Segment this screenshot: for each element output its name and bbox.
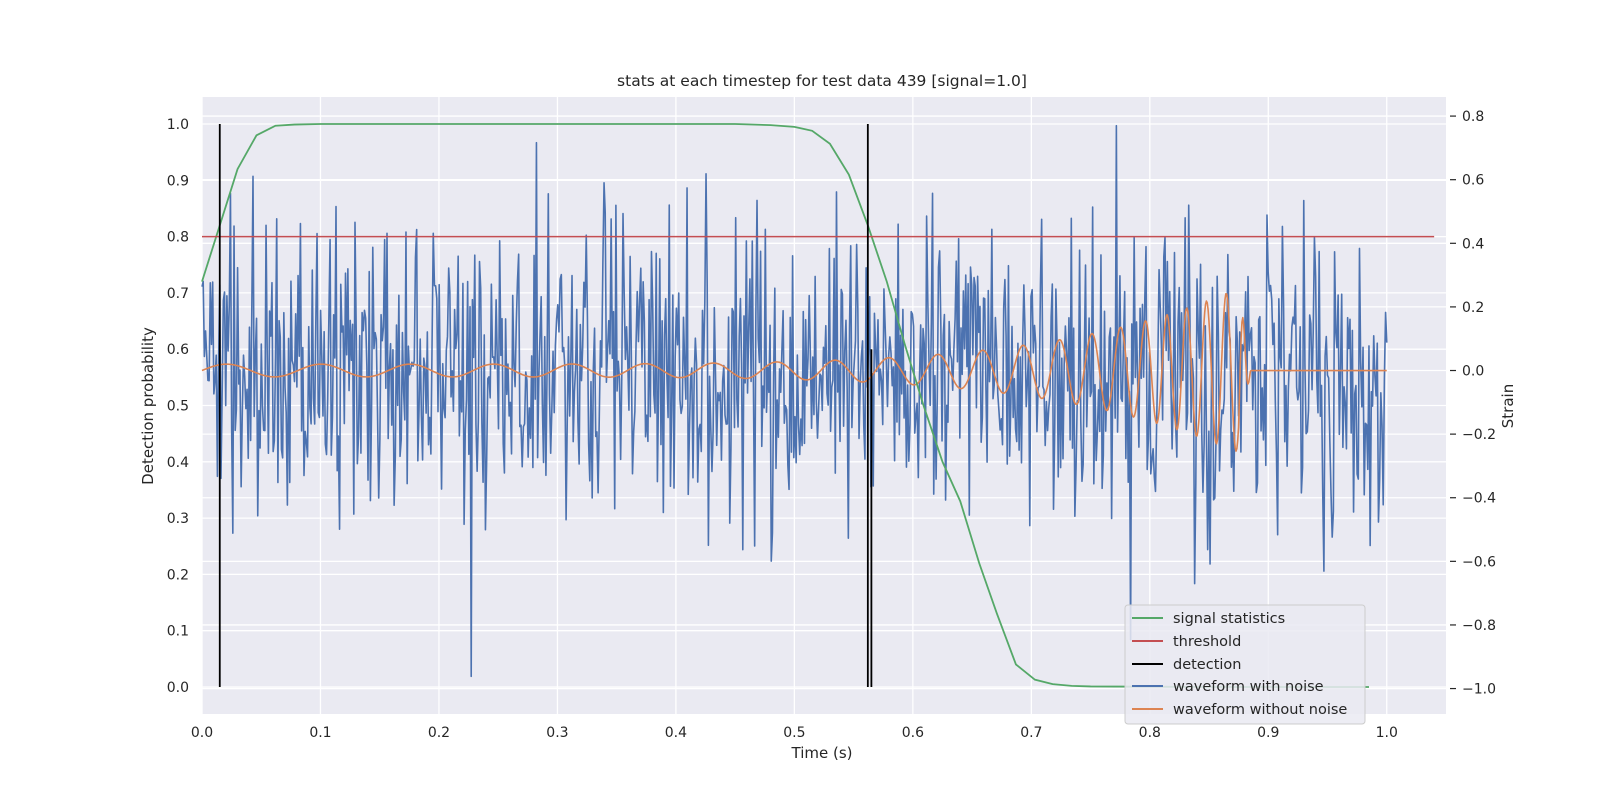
y2-tick-label: 0.0 [1462,364,1484,380]
x-tick-label: 0.7 [1020,725,1042,741]
y-tick-label: 0.3 [167,511,189,527]
y2-tick-label: −0.8 [1462,618,1496,634]
y-tick-label: 0.7 [167,286,189,302]
x-tick-label: 0.8 [1139,725,1161,741]
x-tick-label: 0.2 [428,725,450,741]
y-tick-label: 0.2 [167,567,189,583]
legend-label-detection: detection [1173,657,1241,673]
x-tick-label: 0.9 [1257,725,1279,741]
legend-label-signal-statistics: signal statistics [1173,611,1285,627]
x-axis-label: Time (s) [791,744,853,762]
series-waveform-with-noise [201,124,1388,678]
x-tick-label: 0.3 [546,725,568,741]
legend-label-threshold: threshold [1173,634,1241,650]
x-tick-label: 0.5 [783,725,805,741]
x-axis-ticks: 0.0 0.1 0.2 0.3 0.4 0.5 0.6 0.7 0.8 0.9 1.0 [191,725,1398,741]
plot-lines [201,123,1435,688]
y2-tick-label: 0.6 [1462,173,1484,189]
series-signal-statistics [201,123,1369,688]
y-axis-ticks: 0.0 0.1 0.2 0.3 0.4 0.5 0.6 0.7 0.8 0.9 1.0 [167,117,189,696]
y2-tick-label: −0.2 [1462,427,1496,443]
legend-label-waveform-with-noise: waveform with noise [1173,679,1324,695]
x-tick-label: 0.1 [309,725,331,741]
y2-axis-label: Strain [1499,384,1517,428]
y2-tick-label: 0.2 [1462,300,1484,316]
x-tick-label: 0.4 [665,725,687,741]
x-tick-label: 0.0 [191,725,213,741]
y-tick-label: 0.1 [167,624,189,640]
legend: signal statistics threshold detection wa… [1124,604,1366,725]
legend-box [1124,604,1366,725]
y-tick-label: 0.0 [167,680,189,696]
y2-tick-label: −0.4 [1462,491,1496,507]
y2-tick-label: −0.6 [1462,554,1496,570]
y2-tick-label: 0.4 [1462,236,1484,252]
x-tick-label: 1.0 [1376,725,1398,741]
y-tick-label: 0.4 [167,455,189,471]
y2-tick-label: −1.0 [1462,682,1496,698]
y2-axis-ticks: −1.0 −0.8 −0.6 −0.4 −0.2 0.0 0.2 0.4 0.6 0.8 [1450,109,1496,698]
y-tick-label: 0.6 [167,342,189,358]
y2-tick-label: 0.8 [1462,109,1484,125]
legend-label-waveform-without-noise: waveform without noise [1173,702,1347,718]
y-tick-label: 1.0 [167,117,189,133]
y-tick-label: 0.5 [167,399,189,415]
y-tick-label: 0.9 [167,173,189,189]
chart-title: stats at each timestep for test data 439… [617,72,1027,90]
series-waveform-without-noise [201,293,1387,452]
x-tick-label: 0.6 [902,725,924,741]
y-tick-label: 0.8 [167,230,189,246]
y-axis-label: Detection probability [139,327,157,485]
